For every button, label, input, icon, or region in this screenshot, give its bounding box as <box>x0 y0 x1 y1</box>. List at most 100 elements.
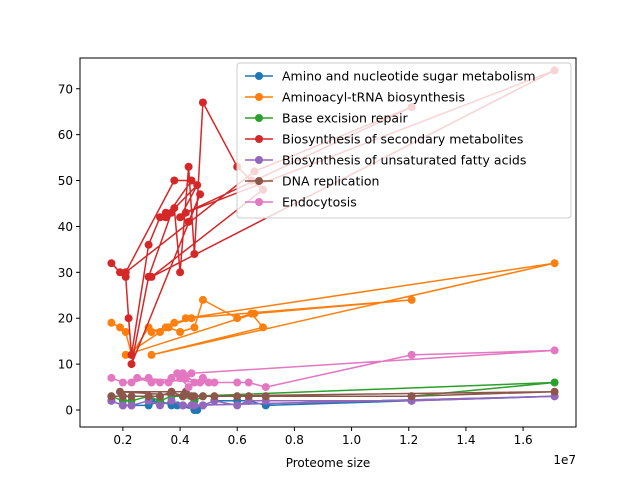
data-point <box>204 378 213 387</box>
data-point <box>144 392 153 401</box>
legend: Amino and nucleotide sugar metabolism Ami… <box>236 62 572 219</box>
data-point <box>167 396 176 405</box>
x-tick-label: 1.4 <box>456 433 475 447</box>
data-point <box>167 387 176 396</box>
legend-label: DNA replication <box>282 174 379 189</box>
legend-marker <box>255 198 263 206</box>
data-point <box>147 378 156 387</box>
data-point <box>250 309 259 318</box>
data-point <box>127 378 136 387</box>
data-point <box>187 314 196 323</box>
data-point <box>156 213 164 222</box>
data-point <box>198 392 207 401</box>
data-point <box>407 350 416 359</box>
series-line <box>111 390 556 398</box>
legend-label: Biosynthesis of secondary metabolites <box>282 132 523 147</box>
data-point <box>161 323 170 332</box>
series-1 <box>107 259 559 359</box>
data-point <box>116 387 124 396</box>
legend-marker <box>255 114 263 122</box>
data-point <box>116 268 124 277</box>
data-point <box>181 373 190 382</box>
data-point <box>164 378 173 387</box>
data-point <box>196 378 205 387</box>
data-point <box>144 240 153 249</box>
x-axis-label: Proteome size <box>286 456 371 470</box>
data-point <box>550 346 559 355</box>
data-point <box>156 401 164 410</box>
y-tick-label: 0 <box>65 404 73 418</box>
data-point <box>184 217 193 226</box>
series-line <box>111 395 556 407</box>
legend-item: Endocytosis <box>245 195 357 210</box>
legend-box <box>236 62 572 219</box>
data-point <box>261 383 270 392</box>
legend-label: Biosynthesis of unsaturated fatty acids <box>282 153 526 168</box>
data-point <box>167 208 176 217</box>
data-point <box>244 392 253 401</box>
y-tick-label: 50 <box>58 174 73 188</box>
data-point <box>198 401 207 410</box>
legend-item: Biosynthesis of unsaturated fatty acids <box>245 153 526 168</box>
data-point <box>181 208 190 217</box>
x-offset-label: 1e7 <box>553 453 576 467</box>
data-point <box>156 392 164 401</box>
series-line <box>111 262 556 356</box>
data-point <box>127 401 136 410</box>
y-tick-label: 60 <box>58 128 73 142</box>
data-point <box>407 392 416 401</box>
data-point <box>196 190 205 199</box>
legend-label: Aminoacyl-tRNA biosynthesis <box>282 90 465 105</box>
plot-frame <box>79 57 577 428</box>
data-point <box>187 369 196 378</box>
x-axis: 0.2 0.4 0.6 0.8 1.0 1.2 1.4 1.6 <box>113 427 533 447</box>
data-point <box>107 318 116 327</box>
data-point <box>550 387 559 396</box>
data-point <box>176 373 185 382</box>
x-tick-label: 0.6 <box>228 433 247 447</box>
data-point <box>147 328 156 336</box>
x-tick-label: 0.8 <box>285 433 304 447</box>
data-point <box>121 350 130 359</box>
legend-label: Endocytosis <box>282 195 357 210</box>
legend-item: DNA replication <box>245 174 379 189</box>
x-tick-label: 0.4 <box>171 433 190 447</box>
y-tick-label: 10 <box>58 358 73 372</box>
data-point <box>233 392 242 401</box>
data-point <box>244 378 253 387</box>
series-line <box>111 349 556 388</box>
x-tick-label: 1.6 <box>514 433 533 447</box>
legend-marker <box>255 72 263 80</box>
data-point <box>407 295 416 304</box>
data-point <box>156 378 164 387</box>
data-point <box>550 378 559 387</box>
data-point <box>176 268 185 277</box>
data-point <box>127 392 136 401</box>
legend-item: Amino and nucleotide sugar metabolism <box>245 69 536 84</box>
y-tick-label: 20 <box>58 312 73 326</box>
legend-item: Base excision repair <box>245 111 409 126</box>
data-point <box>124 314 133 323</box>
data-point <box>210 392 219 401</box>
legend-marker <box>255 135 263 143</box>
series-6 <box>107 346 559 392</box>
data-point <box>190 378 199 387</box>
data-point <box>233 378 242 387</box>
data-point <box>550 259 559 268</box>
data-point <box>233 314 242 323</box>
x-tick-label: 0.2 <box>113 433 132 447</box>
data-point <box>181 314 190 323</box>
data-point <box>127 350 136 359</box>
data-point <box>210 378 219 387</box>
data-point <box>161 213 170 222</box>
data-point <box>121 328 130 336</box>
data-point <box>118 401 127 410</box>
legend-marker <box>255 93 263 101</box>
data-point <box>184 162 193 171</box>
data-point <box>133 373 142 382</box>
data-point <box>187 176 196 185</box>
data-point <box>184 383 193 392</box>
legend-item: Biosynthesis of secondary metabolites <box>245 132 523 147</box>
y-axis: 0 10 20 30 40 50 60 70 <box>58 82 80 418</box>
data-point <box>198 295 207 304</box>
